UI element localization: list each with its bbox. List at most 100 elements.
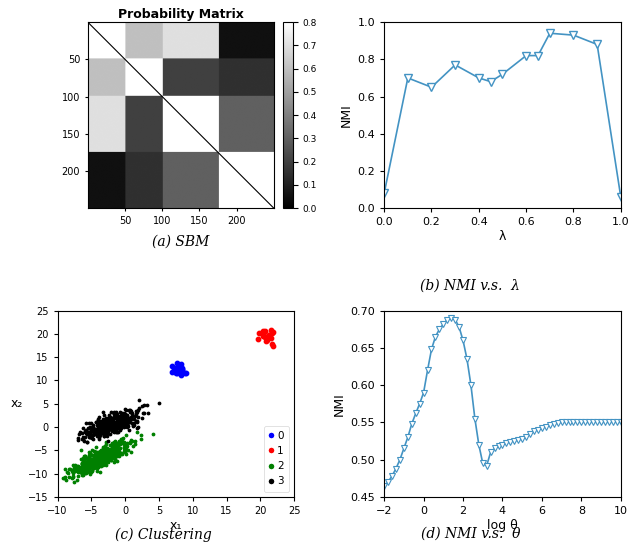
Point	[70, 466, 81, 475]
Point	[106, 447, 116, 455]
Point	[94, 453, 104, 462]
Point	[93, 457, 103, 466]
Point	[108, 443, 118, 452]
Point	[77, 459, 87, 468]
Point	[100, 430, 110, 439]
Point	[72, 463, 82, 471]
Point	[99, 457, 109, 465]
Point	[113, 423, 123, 432]
Point	[138, 408, 148, 417]
Point	[84, 418, 94, 427]
Point	[102, 426, 113, 434]
Point	[117, 411, 127, 420]
Point	[82, 459, 92, 468]
Point	[71, 463, 81, 471]
Point	[102, 448, 112, 457]
Point	[103, 419, 113, 428]
Point	[83, 428, 93, 437]
Point	[84, 453, 94, 461]
Point	[116, 421, 126, 429]
Point	[111, 426, 121, 435]
Point	[122, 420, 132, 428]
Point	[114, 450, 124, 459]
Point	[95, 424, 106, 433]
Point	[78, 433, 88, 442]
Point	[81, 466, 92, 475]
Point	[98, 448, 108, 457]
Point	[85, 449, 95, 458]
Point	[93, 455, 103, 464]
Point	[91, 447, 101, 456]
Point	[79, 436, 89, 445]
Point	[69, 466, 79, 475]
Point	[95, 453, 106, 461]
Point	[95, 429, 106, 438]
Point	[79, 426, 90, 435]
Point	[84, 433, 94, 442]
Point	[131, 410, 141, 418]
Point	[95, 445, 106, 454]
Point	[112, 440, 122, 449]
Point	[170, 369, 180, 378]
Point	[102, 432, 112, 440]
Point	[95, 427, 105, 436]
X-axis label: λ: λ	[499, 230, 506, 243]
Point	[98, 415, 108, 423]
Point	[96, 453, 106, 461]
Point	[108, 416, 118, 424]
Point	[96, 448, 106, 457]
Point	[102, 445, 113, 454]
Point	[148, 429, 158, 438]
Point	[102, 437, 113, 445]
Point	[173, 364, 184, 373]
Point	[87, 466, 97, 475]
Point	[98, 445, 108, 454]
Point	[175, 364, 186, 373]
Y-axis label: NMI: NMI	[333, 392, 346, 416]
Point	[97, 429, 107, 438]
Point	[167, 362, 177, 370]
Point	[99, 423, 109, 432]
Point	[100, 457, 110, 466]
Point	[95, 450, 105, 459]
Point	[86, 466, 97, 475]
Point	[81, 419, 92, 428]
Point	[118, 443, 129, 452]
Point	[109, 447, 119, 455]
Point	[79, 456, 89, 465]
Point	[100, 418, 111, 427]
Point	[111, 417, 122, 426]
Point	[120, 413, 130, 422]
Point	[111, 407, 121, 416]
Point	[113, 451, 123, 460]
Point	[103, 448, 113, 457]
Point	[115, 437, 125, 445]
Point	[139, 409, 149, 418]
Point	[115, 440, 125, 449]
Point	[109, 442, 119, 451]
Point	[102, 427, 113, 436]
Point	[102, 454, 112, 463]
Point	[77, 460, 87, 469]
Point	[115, 413, 125, 422]
Point	[102, 421, 112, 430]
Point	[122, 421, 132, 429]
Point	[99, 420, 109, 428]
Point	[121, 442, 131, 451]
Point	[97, 428, 107, 437]
Point	[89, 454, 99, 463]
Point	[90, 452, 100, 460]
Point	[109, 452, 119, 461]
Point	[97, 454, 108, 463]
Point	[96, 452, 106, 461]
Point	[87, 433, 97, 442]
Point	[105, 423, 115, 432]
Point	[90, 460, 100, 469]
Point	[98, 447, 108, 455]
Point	[91, 461, 101, 470]
Point	[110, 438, 120, 447]
Point	[67, 460, 77, 469]
Point	[130, 439, 140, 448]
Point	[75, 468, 85, 476]
Point	[111, 445, 121, 454]
